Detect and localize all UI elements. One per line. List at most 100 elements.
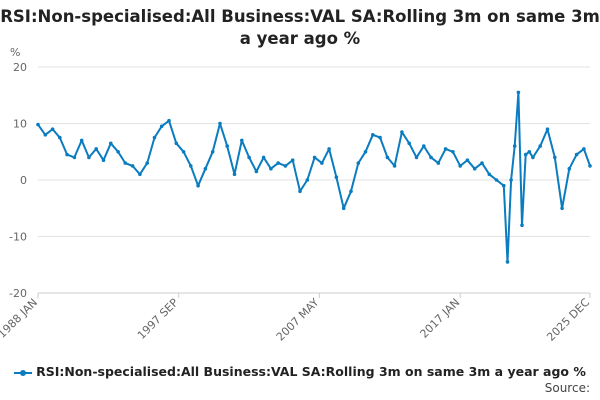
data-point[interactable] <box>520 223 524 227</box>
data-point[interactable] <box>516 90 521 95</box>
data-point[interactable] <box>65 152 69 157</box>
legend-label: RSI:Non-specialised:All Business:VAL SA:… <box>36 364 586 379</box>
data-point[interactable] <box>429 155 433 160</box>
data-point[interactable] <box>422 144 426 148</box>
data-point[interactable] <box>392 164 397 168</box>
y-axis-ticks: 20 10 0 -10 -20 <box>9 61 27 300</box>
data-point[interactable] <box>298 189 302 194</box>
data-point[interactable] <box>334 175 339 179</box>
data-point[interactable] <box>312 155 317 160</box>
data-point[interactable] <box>509 178 513 182</box>
data-point[interactable] <box>94 147 98 151</box>
y-tick-label: 10 <box>13 118 27 131</box>
data-point[interactable] <box>87 155 91 160</box>
legend-swatch <box>14 368 33 378</box>
data-point[interactable] <box>305 178 310 182</box>
data-point[interactable] <box>527 150 532 154</box>
data-point[interactable] <box>502 183 506 188</box>
data-point[interactable] <box>167 118 171 123</box>
data-point[interactable] <box>159 124 164 129</box>
data-point[interactable] <box>400 130 404 134</box>
data-point[interactable] <box>203 166 208 171</box>
data-point[interactable] <box>574 152 579 157</box>
data-point[interactable] <box>72 155 77 160</box>
y-tick-label: 20 <box>13 61 27 74</box>
chart-title: RSI:Non-specialised:All Business:VAL SA:… <box>0 7 600 48</box>
data-point[interactable] <box>290 158 295 162</box>
y-tick-label: -10 <box>9 231 27 244</box>
data-point[interactable] <box>210 150 215 154</box>
data-point[interactable] <box>588 164 592 168</box>
data-point[interactable] <box>58 135 62 140</box>
data-point[interactable] <box>240 138 244 143</box>
y-tick-label: 0 <box>20 174 27 187</box>
data-point[interactable] <box>560 206 564 211</box>
data-point[interactable] <box>545 127 550 131</box>
data-point[interactable] <box>36 122 40 127</box>
data-point[interactable] <box>458 164 463 168</box>
data-point[interactable] <box>145 161 149 165</box>
data-point[interactable] <box>138 172 142 177</box>
data-point[interactable] <box>480 161 484 165</box>
data-point[interactable] <box>218 121 222 126</box>
data-point[interactable] <box>451 150 455 154</box>
legend[interactable]: RSI:Non-specialised:All Business:VAL SA:… <box>0 364 600 379</box>
data-point[interactable] <box>378 135 382 140</box>
data-point[interactable] <box>414 155 419 160</box>
data-point[interactable] <box>385 155 390 160</box>
data-point[interactable] <box>538 144 542 148</box>
data-point[interactable] <box>174 141 179 146</box>
data-point[interactable] <box>225 144 229 148</box>
data-point[interactable] <box>189 164 193 168</box>
data-point[interactable] <box>327 147 331 151</box>
data-point[interactable] <box>472 166 477 171</box>
data-point[interactable] <box>196 183 200 188</box>
data-point[interactable] <box>494 178 499 182</box>
data-point[interactable] <box>531 155 535 160</box>
data-point[interactable] <box>261 155 266 160</box>
data-point[interactable] <box>349 189 353 194</box>
x-tick-label: 1997 SEP <box>135 296 181 342</box>
data-point[interactable] <box>487 172 492 177</box>
x-tick-label: 2017 JAN <box>418 296 463 341</box>
data-point[interactable] <box>232 172 237 177</box>
y-axis-unit-label: % <box>10 46 20 59</box>
data-point[interactable] <box>341 206 346 211</box>
data-point[interactable] <box>371 133 375 137</box>
data-point[interactable] <box>43 133 48 137</box>
data-point[interactable] <box>512 144 517 148</box>
data-point[interactable] <box>116 150 120 154</box>
data-point[interactable] <box>582 147 586 151</box>
data-point[interactable] <box>505 260 510 264</box>
data-point[interactable] <box>356 161 361 165</box>
data-point[interactable] <box>283 164 288 168</box>
data-point[interactable] <box>523 152 528 157</box>
data-point[interactable] <box>465 158 470 162</box>
data-point[interactable] <box>101 158 106 162</box>
data-point[interactable] <box>79 138 84 143</box>
data-point[interactable] <box>269 166 273 171</box>
x-tick-label: 2007 MAY <box>274 296 322 344</box>
data-point[interactable] <box>181 150 186 154</box>
data-point[interactable] <box>443 147 448 151</box>
data-point[interactable] <box>407 141 412 146</box>
data-point[interactable] <box>363 150 368 154</box>
y-tick-label: -20 <box>9 287 27 300</box>
data-point[interactable] <box>123 161 128 165</box>
data-point[interactable] <box>152 135 157 140</box>
data-point[interactable] <box>130 164 135 168</box>
x-tick-label: 2025 DEC <box>544 296 592 344</box>
data-point[interactable] <box>320 161 324 165</box>
data-point[interactable] <box>567 166 572 171</box>
series-group <box>36 90 592 264</box>
x-axis-ticks: 1988 JAN 1997 SEP 2007 MAY 2017 JAN 2025 DEC <box>0 293 592 344</box>
data-point[interactable] <box>109 141 113 146</box>
data-point[interactable] <box>553 155 557 160</box>
x-tick-label: 1988 JAN <box>0 296 40 341</box>
data-point[interactable] <box>247 155 251 160</box>
data-point[interactable] <box>50 127 55 131</box>
data-point[interactable] <box>254 169 259 174</box>
data-point[interactable] <box>436 161 441 165</box>
data-point[interactable] <box>276 161 281 165</box>
